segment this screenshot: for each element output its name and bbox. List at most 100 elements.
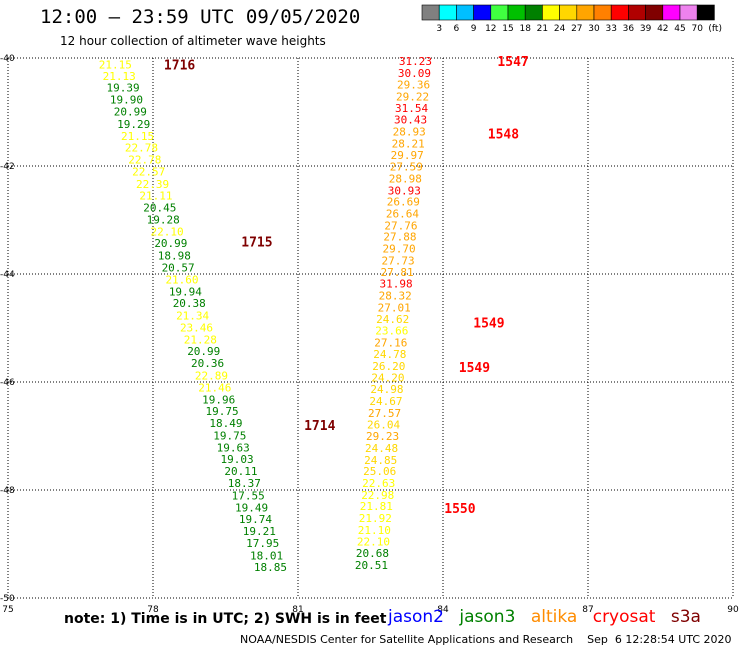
swh-value-jason3: 21.15 — [121, 130, 154, 143]
chart-grid — [7, 57, 734, 599]
swh-value-jason3: 19.90 — [110, 94, 143, 107]
swh-value-altika: 22.63 — [362, 477, 395, 490]
swh-value-altika: 24.20 — [371, 372, 404, 385]
swh-value-jason3: 20.99 — [154, 237, 187, 250]
swh-value-altika: 24.98 — [370, 383, 403, 396]
swh-value-altika: 24.67 — [369, 395, 402, 408]
y-tick-label: -42 — [0, 162, 15, 172]
colorbar-label: 3 — [436, 24, 442, 34]
swh-value-altika: 26.69 — [387, 196, 420, 209]
swh-value-jason3: 19.75 — [213, 429, 246, 442]
swh-value-jason3: 19.49 — [235, 501, 268, 514]
swh-value-jason3: 19.21 — [243, 525, 276, 538]
chart-subtitle: 12 hour collection of altimeter wave hei… — [60, 34, 326, 48]
x-tick-label: 87 — [582, 605, 593, 615]
swh-value-altika: 21.10 — [358, 524, 391, 537]
swh-value-jason3: 22.78 — [128, 154, 161, 167]
note-text: note: 1) Time is in UTC; 2) SWH is in fe… — [64, 611, 387, 627]
swh-value-altika: 26.20 — [372, 360, 405, 373]
swh-value-altika: 31.54 — [395, 102, 428, 115]
swh-value-jason3: 20.11 — [224, 465, 257, 478]
swh-value-jason3: 20.36 — [191, 357, 224, 370]
y-tick-label: -48 — [0, 486, 15, 496]
colorbar-swatch — [576, 4, 595, 21]
swh-value-jason3: 19.03 — [221, 453, 254, 466]
data-points: 21.1521.1319.3919.9020.9919.2921.1522.78… — [99, 55, 432, 574]
y-tick-label: -46 — [0, 378, 15, 388]
chart-title: 12:00 – 23:59 UTC 09/05/2020 — [40, 6, 361, 28]
colorbar-swatch — [473, 4, 492, 21]
colorbar-swatch — [593, 4, 612, 21]
colorbar-label: 45 — [674, 24, 685, 34]
swh-value-altika: 28.93 — [393, 125, 426, 138]
swh-value-altika: 24.85 — [364, 454, 397, 467]
satellite-cryosat: cryosat — [592, 607, 656, 627]
colorbar-label: 9 — [471, 24, 477, 34]
swh-value-altika: 26.04 — [367, 419, 400, 432]
swh-value-altika: 21.92 — [359, 512, 392, 525]
swh-value-altika: 27.57 — [368, 407, 401, 420]
satellite-jason2: jason2 — [388, 607, 444, 627]
x-tick-label: 84 — [437, 605, 449, 615]
swh-value-altika: 31.23 — [399, 55, 432, 68]
colorbar-label: 36 — [623, 24, 635, 34]
swh-value-altika: 29.22 — [396, 90, 429, 103]
satellite-jason3: jason3 — [459, 607, 516, 627]
time-label: 1549 — [459, 361, 490, 376]
swh-value-jason3: 17.95 — [246, 537, 279, 550]
swh-value-altika: 27.73 — [381, 255, 414, 268]
swh-value-altika: 21.81 — [360, 500, 393, 513]
swh-value-jason3: 21.28 — [184, 333, 217, 346]
colorbar-swatch — [507, 4, 526, 21]
x-tick-label: 78 — [147, 605, 159, 615]
swh-value-altika: 20.51 — [355, 559, 388, 572]
y-tick-label: -44 — [0, 270, 15, 280]
swh-value-altika: 29.23 — [366, 430, 399, 443]
swh-value-jason3: 21.60 — [165, 273, 198, 286]
colorbar-swatch — [610, 4, 629, 21]
swh-value-jason3: 19.39 — [106, 82, 139, 95]
colorbar-swatch — [490, 4, 509, 21]
colorbar-label: 24 — [554, 24, 566, 34]
swh-value-altika: 27.16 — [374, 337, 407, 350]
swh-value-altika: 30.09 — [398, 67, 431, 80]
swh-value-jason3: 22.57 — [132, 165, 165, 178]
swh-value-altika: 27.81 — [381, 266, 414, 279]
swh-value-altika: 25.06 — [363, 465, 396, 478]
colorbar-legend: 3 6 9 12 15 18 21 24 27 30 33 36 39 42 45 70 (ft) — [421, 4, 722, 34]
swh-value-jason3: 21.11 — [139, 190, 172, 203]
swh-value-jason3: 20.57 — [162, 262, 195, 275]
swh-value-altika: 30.93 — [388, 184, 421, 197]
swh-value-altika: 22.10 — [357, 535, 390, 548]
swh-value-altika: 27.01 — [378, 301, 411, 314]
swh-value-altika: 28.32 — [379, 290, 412, 303]
swh-value-jason3: 19.94 — [169, 285, 202, 298]
colorbar-label: 33 — [605, 24, 616, 34]
x-tick-label: 90 — [727, 605, 739, 615]
colorbar-swatch — [524, 4, 543, 21]
colorbar-swatch — [696, 4, 715, 21]
swh-value-jason3: 19.75 — [206, 405, 239, 418]
swh-value-jason3: 21.13 — [103, 70, 136, 83]
swh-value-jason3: 19.28 — [147, 213, 180, 226]
time-label: 1547 — [497, 55, 528, 70]
swh-value-altika: 24.78 — [373, 348, 406, 361]
time-labels: 1716 1715 1714 1547 1548 1549 1549 1550 — [164, 55, 529, 517]
swh-value-altika: 29.70 — [382, 243, 415, 256]
colorbar-label: 6 — [454, 24, 460, 34]
swh-value-altika: 31.98 — [380, 278, 413, 291]
colorbar-label: 21 — [537, 24, 548, 34]
colorbar-swatch — [645, 4, 664, 21]
swh-value-jason3: 21.15 — [99, 58, 132, 71]
swh-value-jason3: 19.29 — [117, 118, 150, 131]
swh-value-altika: 27.88 — [383, 231, 416, 244]
colorbar-swatch — [421, 4, 440, 21]
swh-value-altika: 29.36 — [397, 78, 430, 91]
swh-value-altika: 20.68 — [356, 547, 389, 560]
colorbar-label: 18 — [519, 24, 531, 34]
time-label: 1550 — [444, 502, 475, 517]
time-label: 1714 — [304, 419, 335, 434]
colorbar-swatch — [438, 4, 457, 21]
colorbar-swatch — [679, 4, 698, 21]
swh-value-altika: 24.48 — [365, 442, 398, 455]
